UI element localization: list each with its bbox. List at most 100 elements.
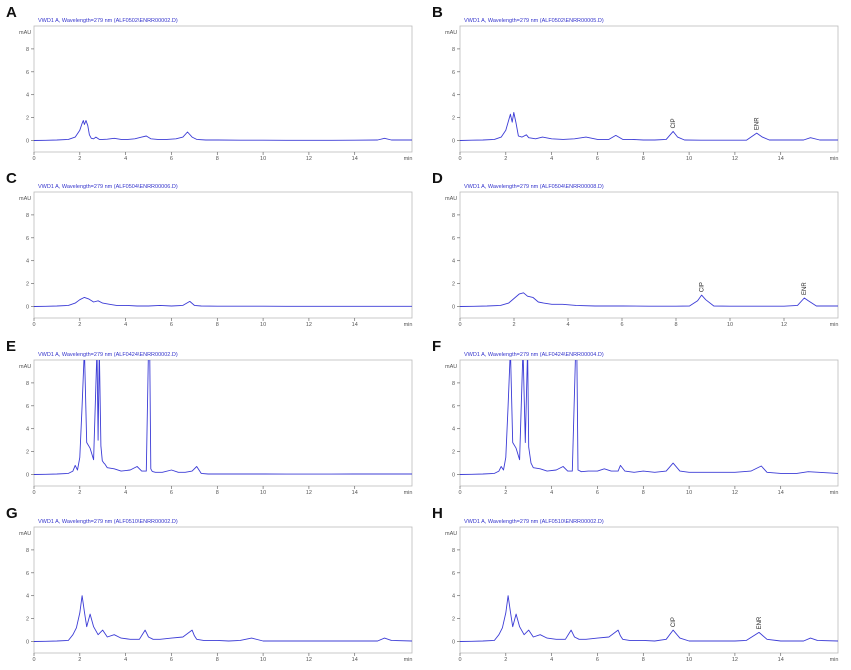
y-tick-label: 8 [452, 47, 455, 53]
plot-frame [33, 359, 413, 487]
chart-title: VWD1 A, Wavelength=279 nm (ALF0504\ENRR0… [38, 184, 178, 190]
y-tick-label: 4 [26, 594, 29, 600]
chromatogram-chart: VWD1 A, Wavelength=279 nm (ALF0424\ENRR0… [19, 352, 413, 496]
panel-c: C VWD1 A, Wavelength=279 nm (ALF0504\ENR… [6, 170, 418, 332]
panel-label: F [432, 338, 442, 355]
x-tick-label: 8 [216, 322, 219, 328]
x-tick-label: 2 [78, 156, 81, 162]
panel-g: G VWD1 A, Wavelength=279 nm (ALF0510\ENR… [6, 505, 418, 667]
x-axis-label: min [830, 490, 839, 496]
x-axis-label: min [404, 156, 413, 162]
y-tick-label: 6 [452, 571, 455, 577]
chart-title: VWD1 A, Wavelength=279 nm (ALF0424\ENRR0… [464, 352, 604, 358]
panel-label: E [6, 338, 17, 355]
chromatogram-trace [460, 292, 838, 307]
x-tick-label: 10 [260, 156, 266, 162]
x-tick-label: 10 [260, 490, 266, 496]
chromatogram-chart: VWD1 A, Wavelength=279 nm (ALF0502\ENRR0… [19, 18, 413, 162]
x-tick-label: 0 [32, 657, 35, 663]
x-tick-label: 6 [596, 490, 599, 496]
x-tick-label: 4 [550, 657, 553, 663]
y-axis-label: mAU [19, 531, 31, 537]
y-tick-label: 0 [26, 640, 29, 646]
x-tick-label: 12 [732, 490, 738, 496]
y-tick-label: 8 [452, 381, 455, 387]
x-tick-label: 14 [778, 657, 784, 663]
x-tick-label: 8 [642, 657, 645, 663]
x-tick-label: 2 [504, 657, 507, 663]
x-axis-label: min [404, 490, 413, 496]
panel-b: B VWD1 A, Wavelength=279 nm (ALF0502\ENR… [432, 4, 844, 166]
y-tick-label: 4 [452, 93, 455, 99]
x-axis-label: min [830, 657, 839, 663]
x-tick-label: 4 [124, 490, 127, 496]
y-tick-label: 8 [26, 47, 29, 53]
y-axis-label: mAU [445, 531, 457, 537]
panel-a: A VWD1 A, Wavelength=279 nm (ALF0502\ENR… [6, 4, 418, 166]
x-tick-label: 10 [686, 156, 692, 162]
x-tick-label: 0 [458, 657, 461, 663]
x-tick-label: 12 [306, 156, 312, 162]
x-tick-label: 0 [458, 156, 461, 162]
panel-label: A [6, 4, 17, 21]
chart-title: VWD1 A, Wavelength=279 nm (ALF0502\ENRR0… [38, 18, 178, 24]
y-tick-label: 6 [452, 404, 455, 410]
chromatogram-trace [34, 296, 412, 307]
y-tick-label: 8 [452, 213, 455, 219]
x-tick-label: 12 [306, 490, 312, 496]
x-tick-label: 8 [642, 156, 645, 162]
plot-frame [459, 191, 839, 319]
y-tick-label: 8 [26, 381, 29, 387]
y-tick-label: 8 [26, 548, 29, 554]
x-axis-label: min [830, 156, 839, 162]
x-tick-label: 14 [778, 490, 784, 496]
x-tick-label: 4 [550, 156, 553, 162]
chart-title: VWD1 A, Wavelength=279 nm (ALF0510\ENRR0… [38, 519, 178, 525]
panel-label: H [432, 505, 443, 522]
x-tick-label: 2 [512, 322, 515, 328]
x-tick-label: 10 [260, 657, 266, 663]
panel-d: D VWD1 A, Wavelength=279 nm (ALF0504\ENR… [432, 170, 844, 332]
x-tick-label: 6 [596, 657, 599, 663]
x-tick-label: 14 [352, 657, 358, 663]
chart-title: VWD1 A, Wavelength=279 nm (ALF0502\ENRR0… [464, 18, 604, 24]
chromatogram-trace [34, 120, 412, 141]
x-tick-label: 10 [686, 657, 692, 663]
y-tick-label: 4 [452, 259, 455, 265]
panel-label: D [432, 170, 443, 187]
peak-label: CIP [671, 118, 677, 128]
chromatogram-chart: VWD1 A, Wavelength=279 nm (ALF0504\ENRR0… [19, 184, 412, 328]
x-tick-label: 6 [170, 156, 173, 162]
y-tick-label: 4 [26, 93, 29, 99]
x-tick-label: 6 [170, 657, 173, 663]
y-tick-label: 2 [452, 282, 455, 288]
y-tick-label: 0 [452, 305, 455, 311]
x-tick-label: 8 [216, 156, 219, 162]
chart-title: VWD1 A, Wavelength=279 nm (ALF0504\ENRR0… [464, 184, 604, 190]
x-tick-label: 0 [32, 322, 35, 328]
y-axis-label: mAU [445, 196, 457, 202]
y-tick-label: 6 [452, 236, 455, 242]
y-tick-label: 4 [452, 427, 455, 433]
panel-label: C [6, 170, 17, 187]
panel-h: H VWD1 A, Wavelength=279 nm (ALF0510\ENR… [432, 505, 844, 667]
x-tick-label: 10 [260, 322, 266, 328]
panel-label: B [432, 4, 443, 21]
y-tick-label: 2 [26, 450, 29, 456]
x-tick-label: 6 [170, 490, 173, 496]
plot-frame [459, 526, 839, 654]
y-tick-label: 6 [26, 404, 29, 410]
panel-e: E VWD1 A, Wavelength=279 nm (ALF0424\ENR… [6, 338, 418, 500]
plot-frame [33, 526, 413, 654]
x-tick-label: 14 [778, 156, 784, 162]
x-tick-label: 8 [642, 490, 645, 496]
x-tick-label: 0 [32, 156, 35, 162]
x-tick-label: 8 [216, 490, 219, 496]
chromatogram-trace [460, 595, 838, 642]
y-tick-label: 0 [26, 473, 29, 479]
peak-label: CIP [671, 617, 677, 627]
x-tick-label: 4 [124, 156, 127, 162]
y-tick-label: 0 [452, 640, 455, 646]
y-tick-label: 2 [452, 450, 455, 456]
chromatogram-chart: VWD1 A, Wavelength=279 nm (ALF0424\ENRR0… [445, 352, 839, 496]
